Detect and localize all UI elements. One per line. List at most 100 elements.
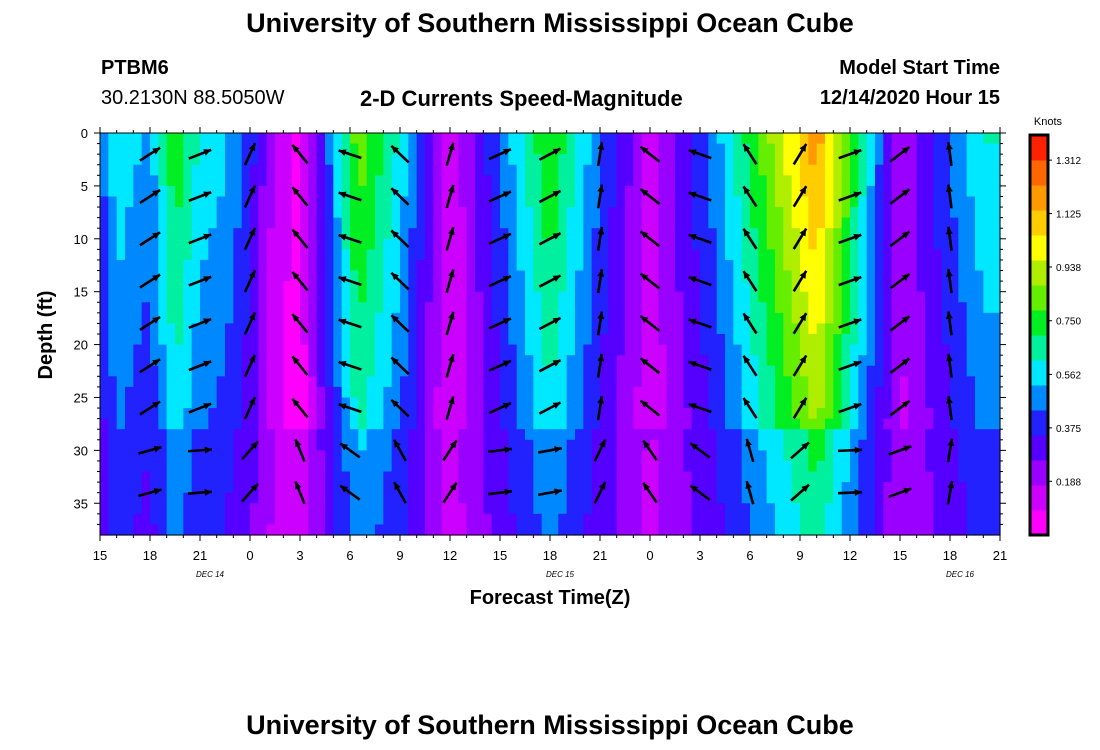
- heat-cell: [283, 365, 293, 377]
- heat-cell: [708, 207, 718, 219]
- heat-cell: [183, 196, 193, 208]
- heat-cell: [783, 291, 793, 303]
- heat-cell: [275, 259, 284, 272]
- heat-cell: [950, 408, 959, 420]
- heat-cell: [216, 513, 226, 526]
- heat-cell: [708, 471, 718, 483]
- heat-cell: [925, 270, 934, 282]
- heat-cell: [366, 397, 376, 409]
- heat-cell: [125, 196, 134, 208]
- heat-cell: [158, 185, 168, 198]
- heat-cell: [683, 196, 693, 208]
- heat-cell: [591, 376, 601, 388]
- current-arrowhead: [292, 356, 300, 365]
- heat-cell: [666, 386, 676, 399]
- heat-cell: [191, 133, 201, 145]
- heat-cell: [966, 408, 976, 420]
- heat-cell: [341, 143, 351, 155]
- heat-cell: [616, 238, 626, 250]
- heat-cell: [725, 238, 734, 250]
- heat-cell: [616, 386, 626, 399]
- heat-cell: [875, 386, 884, 399]
- heat-cell: [175, 175, 184, 187]
- heat-cell: [991, 249, 1001, 261]
- heat-cell: [975, 334, 984, 346]
- heat-cell: [158, 312, 168, 325]
- heat-cell: [691, 238, 701, 250]
- heat-cell: [516, 334, 526, 346]
- heat-cell: [383, 175, 393, 187]
- heat-cell: [741, 503, 751, 515]
- heat-cell: [716, 439, 726, 451]
- heat-cell: [441, 270, 451, 282]
- heat-cell: [600, 217, 609, 229]
- heat-cell: [725, 217, 734, 229]
- heat-cell: [641, 429, 651, 441]
- heat-cell: [708, 196, 718, 208]
- heat-cell: [550, 281, 559, 293]
- heat-cell: [858, 323, 868, 335]
- heat-cell: [150, 429, 159, 441]
- heat-cell: [500, 154, 509, 166]
- current-arrowhead: [203, 149, 212, 156]
- heat-cell: [533, 133, 543, 145]
- heat-cell: [541, 281, 551, 293]
- heat-cell: [900, 418, 909, 430]
- heat-cell: [991, 228, 1001, 240]
- heat-cell: [708, 291, 718, 303]
- heat-cell: [191, 196, 201, 208]
- heat-cell: [166, 133, 176, 145]
- heat-cell: [100, 175, 109, 187]
- heat-cell: [208, 175, 218, 187]
- heat-cell: [591, 482, 601, 494]
- heat-cell: [966, 323, 976, 335]
- heat-cell: [533, 344, 543, 356]
- heat-cell: [866, 185, 876, 198]
- heat-cell: [908, 207, 918, 219]
- heat-cell: [683, 270, 693, 282]
- heat-cell: [350, 196, 359, 208]
- heat-cell: [300, 164, 309, 176]
- heat-cell: [241, 249, 251, 261]
- heat-cell: [591, 185, 601, 198]
- heat-cell: [966, 164, 976, 176]
- heat-cell: [791, 397, 801, 409]
- heat-cell: [766, 355, 776, 367]
- heat-cell: [833, 492, 843, 504]
- heat-cell: [183, 429, 193, 441]
- current-arrowhead: [152, 190, 161, 197]
- heat-cell: [825, 513, 834, 526]
- current-arrowhead: [552, 233, 561, 240]
- heat-cell: [316, 312, 326, 325]
- heat-cell: [208, 365, 218, 377]
- heat-cell: [950, 281, 959, 293]
- heat-cell: [741, 323, 751, 335]
- heat-cell: [475, 259, 484, 272]
- heat-cell: [791, 185, 801, 198]
- heat-cell: [566, 154, 576, 166]
- heat-cell: [325, 492, 334, 504]
- heat-cell: [600, 196, 609, 208]
- heat-cell: [500, 323, 509, 335]
- heat-cell: [983, 133, 993, 145]
- heat-cell: [341, 238, 351, 250]
- heat-cell: [350, 334, 359, 346]
- heat-cell: [558, 207, 568, 219]
- bottom-title: University of Southern Mississippi Ocean…: [246, 710, 854, 740]
- heat-cell: [283, 312, 293, 325]
- heat-cell: [191, 397, 201, 409]
- heat-cell: [891, 408, 901, 420]
- heat-cell: [991, 207, 1001, 219]
- heat-cell: [175, 492, 184, 504]
- heat-cell: [900, 492, 909, 504]
- heat-cell: [341, 492, 351, 504]
- heat-cell: [491, 482, 501, 494]
- heat-cell: [841, 312, 851, 325]
- heat-cell: [633, 312, 643, 325]
- heat-cell: [966, 450, 976, 462]
- heat-cell: [858, 386, 868, 399]
- heat-cell: [550, 302, 559, 314]
- heat-cell: [375, 249, 384, 261]
- heat-cell: [350, 503, 359, 515]
- heat-cell: [733, 386, 743, 399]
